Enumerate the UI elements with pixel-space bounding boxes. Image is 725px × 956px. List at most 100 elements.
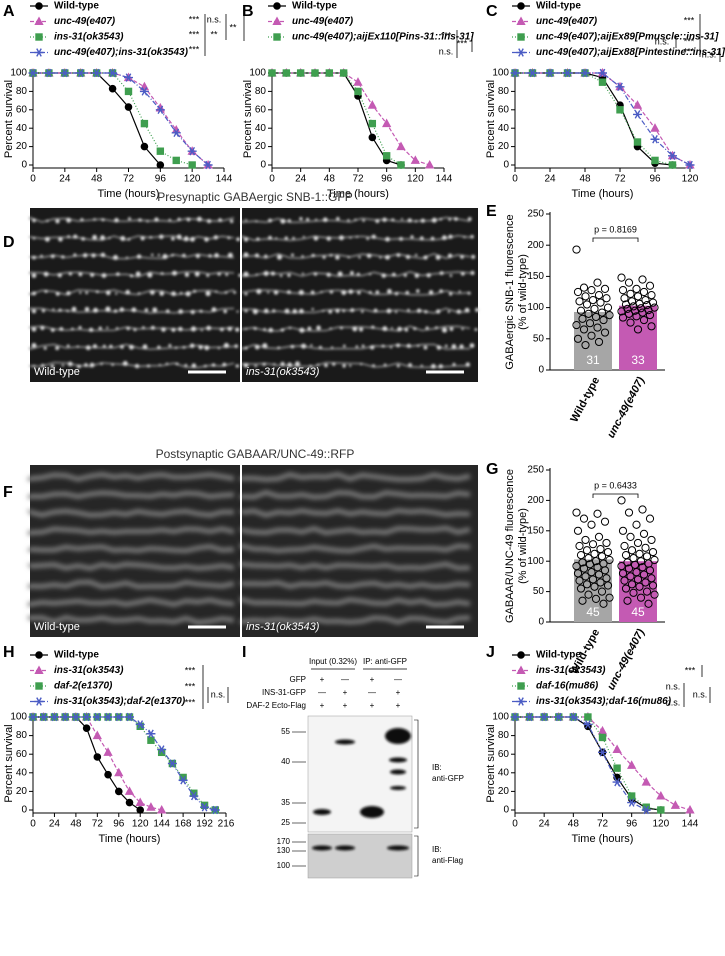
punctum (138, 218, 142, 222)
punctum (165, 362, 168, 365)
row-label: INS-31-GFP (262, 688, 306, 697)
punctum (92, 344, 97, 349)
data-point (587, 520, 596, 529)
punctum (405, 254, 411, 260)
legend-marker (273, 2, 281, 10)
punctum (158, 363, 161, 366)
marker (368, 119, 377, 128)
punctum (243, 363, 249, 368)
punctum (386, 308, 392, 314)
punctum (451, 344, 457, 349)
data-point (588, 540, 598, 549)
punctum (78, 272, 83, 277)
data-point (621, 551, 631, 560)
punctum (439, 271, 444, 276)
x-tick-label: 24 (544, 174, 556, 185)
punctum (66, 309, 69, 313)
punctum (142, 326, 145, 329)
legend-marker (517, 2, 525, 10)
data-point (626, 289, 635, 298)
punctum (183, 236, 189, 242)
legend-marker (34, 16, 44, 25)
punctum (335, 308, 340, 313)
marker (554, 712, 564, 722)
punctum (115, 292, 118, 295)
data-point (579, 283, 589, 292)
punctum (323, 217, 328, 223)
marker (71, 712, 81, 722)
data-point (590, 582, 599, 591)
punctum (407, 218, 412, 223)
punctum (405, 290, 410, 295)
punctum (436, 309, 441, 314)
marker (668, 151, 677, 161)
punctum (315, 218, 318, 221)
punctum (66, 291, 71, 296)
punctum (89, 327, 94, 332)
punctum (379, 256, 382, 259)
marker (632, 100, 643, 109)
punctum (114, 218, 119, 223)
punctum (190, 236, 195, 242)
data-point (627, 580, 637, 589)
band (390, 786, 406, 790)
marker (382, 152, 391, 160)
punctum (268, 235, 272, 240)
legend-marker (35, 2, 43, 10)
series-line (33, 716, 216, 811)
series-line (33, 716, 216, 811)
punctum (125, 289, 130, 295)
marker (539, 712, 549, 722)
punctum (176, 234, 182, 240)
y-tick-label: 200 (527, 240, 544, 251)
punctum (399, 236, 403, 241)
significance: *** (185, 697, 196, 707)
punctum (146, 220, 149, 223)
data-point (584, 554, 593, 563)
fiber (29, 343, 235, 351)
marker (147, 736, 155, 744)
x-tick-label: 48 (568, 819, 580, 830)
punctum (267, 291, 270, 294)
data-point (624, 564, 634, 573)
legend-label: ins-31(ok3543);daf-16(mu86) (536, 696, 672, 707)
punctum (262, 343, 268, 349)
punctum (235, 327, 240, 332)
punctum (360, 363, 363, 366)
punctum (144, 308, 149, 312)
fiber (27, 561, 235, 571)
fiber (239, 508, 471, 518)
punctum (182, 345, 186, 349)
marker (136, 806, 145, 814)
significance: *** (189, 44, 200, 54)
ib-label: anti-Flag (432, 856, 463, 865)
data-point (599, 599, 608, 608)
punctum (263, 270, 269, 277)
marker (657, 806, 665, 814)
y-tick-label: 60 (498, 749, 510, 760)
punctum (120, 344, 124, 349)
marker (60, 68, 70, 78)
punctum (268, 218, 272, 223)
punctum (185, 291, 191, 297)
y-tick-label: 0 (503, 160, 509, 171)
punctum (441, 327, 448, 333)
data-point (600, 328, 610, 337)
punctum (463, 236, 466, 239)
punctum (256, 288, 262, 294)
data-point (576, 584, 586, 593)
data-point (573, 334, 583, 343)
marker (612, 744, 622, 754)
punctum (55, 219, 60, 224)
punctum (119, 307, 125, 312)
punctum (330, 346, 334, 349)
punctum (449, 327, 454, 331)
data-point (638, 275, 647, 284)
punctum (464, 307, 470, 313)
punctum (67, 235, 71, 239)
punctum (385, 236, 390, 242)
significance: ** (229, 22, 237, 32)
fiber (241, 252, 471, 260)
punctum (447, 253, 453, 258)
data-point (626, 572, 635, 581)
